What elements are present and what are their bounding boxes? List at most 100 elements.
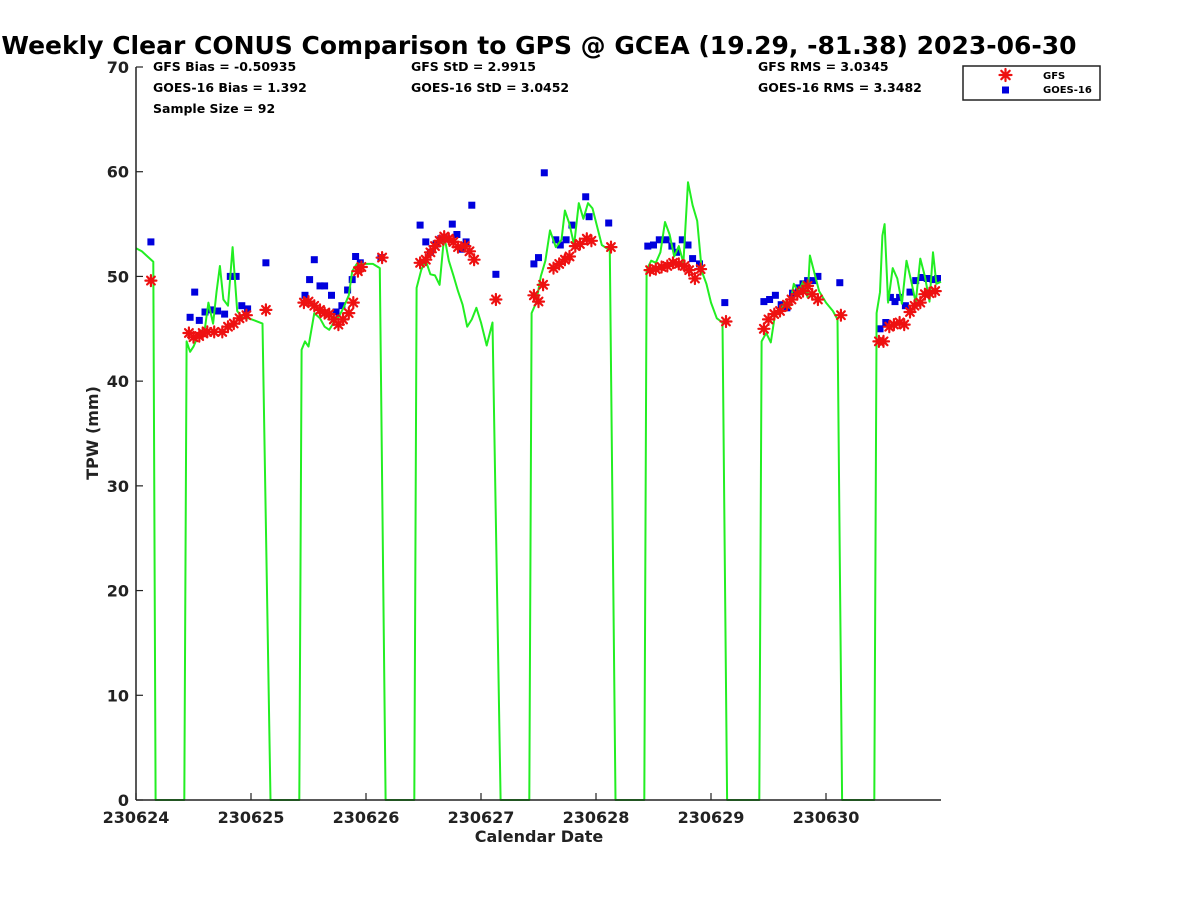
goes16-point bbox=[689, 255, 697, 263]
x-axis-label: Calendar Date bbox=[475, 827, 604, 846]
y-tick-label: 0 bbox=[118, 791, 129, 810]
gfs-point bbox=[451, 240, 465, 254]
gfs-point bbox=[552, 257, 566, 271]
gfs-point bbox=[200, 325, 214, 339]
goes16-point bbox=[876, 325, 884, 333]
x-tick-label: 230630 bbox=[793, 808, 860, 827]
gfs-point bbox=[893, 315, 907, 330]
gfs-point bbox=[462, 244, 477, 258]
gfs-point bbox=[922, 286, 937, 300]
gfs-point bbox=[767, 307, 781, 321]
gfs-point bbox=[144, 274, 158, 288]
goes16-point bbox=[422, 238, 430, 246]
y-tick-label: 40 bbox=[107, 372, 129, 391]
gfs-point bbox=[780, 298, 794, 312]
goes-bias-text: GOES-16 Bias = 1.392 bbox=[153, 80, 307, 95]
gfs-point bbox=[649, 262, 663, 276]
gfs-point bbox=[796, 284, 810, 298]
goes16-point bbox=[836, 279, 844, 287]
goes16-point bbox=[338, 302, 346, 310]
gfs-point bbox=[694, 262, 708, 276]
goes16-point bbox=[352, 253, 360, 260]
goes16-point bbox=[918, 274, 925, 281]
x-tick-label: 230626 bbox=[333, 808, 400, 827]
goes16-point bbox=[556, 241, 564, 249]
gfs-point bbox=[423, 245, 437, 259]
goes16-point bbox=[655, 236, 663, 244]
gfs-point bbox=[688, 271, 702, 286]
gfs-point bbox=[527, 288, 541, 302]
gfs-point bbox=[419, 253, 433, 267]
statistics: GFS Bias = -0.50935 GOES-16 Bias = 1.392… bbox=[153, 59, 922, 116]
gfs-point bbox=[301, 295, 316, 309]
x-axis-ticks: 230624 230625 230626 230627 230628 230629 2306… bbox=[103, 793, 860, 827]
goes16-point bbox=[906, 288, 914, 296]
gfs-point bbox=[876, 334, 891, 348]
goes16-point bbox=[535, 254, 542, 262]
y-axis-label: TPW (mm) bbox=[83, 386, 102, 480]
gfs-point bbox=[887, 318, 901, 332]
goes16-point bbox=[201, 308, 209, 316]
gfs-point bbox=[207, 325, 221, 339]
chart-title: Weekly Clear CONUS Comparison to GPS @ G… bbox=[1, 31, 1076, 60]
gfs-std-text: GFS StD = 2.9915 bbox=[411, 59, 536, 74]
goes16-point bbox=[221, 310, 229, 318]
gfs-point bbox=[897, 318, 911, 332]
gfs-point bbox=[227, 317, 241, 331]
plot-area bbox=[135, 169, 942, 801]
gfs-point bbox=[761, 312, 776, 326]
gfs-point bbox=[913, 296, 927, 310]
legend-goes-marker bbox=[1002, 86, 1009, 94]
goes16-point bbox=[644, 242, 652, 250]
goes16-point bbox=[901, 302, 909, 310]
goes16-point bbox=[923, 275, 931, 282]
gfs-point bbox=[342, 306, 356, 320]
gfs-point bbox=[719, 314, 733, 329]
goes-std-text: GOES-16 StD = 3.0452 bbox=[411, 80, 569, 95]
goes16-point bbox=[568, 221, 576, 229]
goes16-point bbox=[886, 293, 894, 301]
gfs-point bbox=[562, 249, 577, 264]
goes16-point bbox=[650, 241, 657, 249]
goes-rms-text: GOES-16 RMS = 3.3482 bbox=[758, 80, 922, 95]
gfs-point bbox=[259, 303, 273, 317]
y-tick-label: 70 bbox=[107, 58, 129, 77]
goes16-point bbox=[186, 313, 194, 321]
gfs-point bbox=[336, 312, 350, 326]
goes16-point bbox=[462, 238, 470, 246]
gfs-point bbox=[580, 232, 594, 246]
goes16-point bbox=[328, 291, 335, 299]
goes16-point bbox=[195, 316, 203, 324]
gfs-point bbox=[928, 284, 942, 298]
goes16-point bbox=[453, 231, 461, 238]
gfs-point bbox=[467, 253, 481, 267]
gfs-point bbox=[221, 320, 235, 334]
gfs-rms-text: GFS RMS = 3.0345 bbox=[758, 59, 889, 74]
gfs-point bbox=[446, 235, 460, 249]
goes16-point bbox=[929, 276, 937, 284]
gfs-point bbox=[757, 322, 771, 336]
goes16-point bbox=[468, 201, 476, 209]
gfs-point bbox=[682, 263, 696, 277]
goes16-point bbox=[191, 288, 199, 296]
gfs-point bbox=[375, 251, 389, 265]
legend-gfs-marker bbox=[998, 67, 1013, 83]
gfs-point bbox=[354, 260, 368, 274]
gfs-point bbox=[239, 308, 253, 322]
y-tick-label: 30 bbox=[107, 477, 129, 496]
gfs-point bbox=[907, 299, 922, 313]
goes16-point bbox=[814, 272, 822, 280]
goes16-point bbox=[262, 259, 270, 267]
goes16-point bbox=[530, 260, 538, 268]
axes bbox=[135, 67, 941, 801]
gfs-point bbox=[568, 239, 582, 253]
gfs-point bbox=[666, 256, 680, 270]
gfs-point bbox=[327, 312, 341, 326]
goes16-point bbox=[678, 236, 686, 244]
goes16-point bbox=[934, 275, 941, 282]
goes16-point bbox=[721, 299, 729, 307]
goes16-point bbox=[582, 193, 590, 201]
gfs-point bbox=[307, 299, 321, 313]
goes16-point bbox=[492, 270, 500, 278]
legend: GFS GOES-16 bbox=[962, 65, 1101, 101]
